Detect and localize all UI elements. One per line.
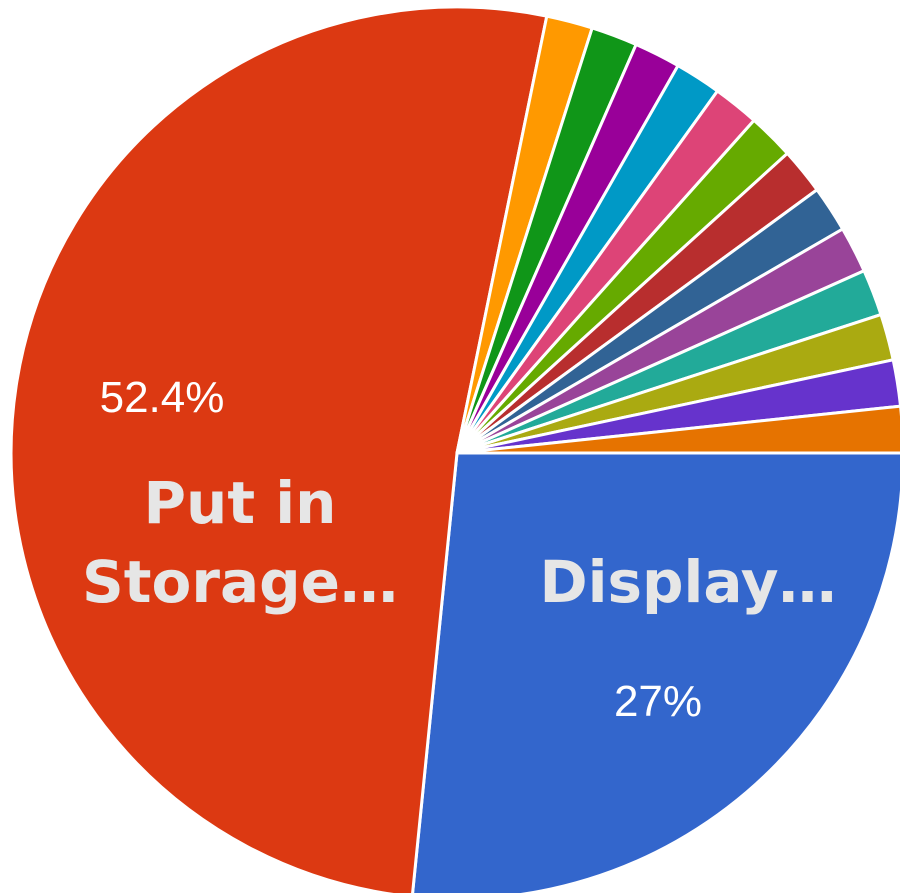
slice-percent-label-display: 27%	[614, 677, 702, 726]
pie-slice-display	[411, 451, 900, 893]
pie-slice-unlabeled-14	[455, 404, 900, 455]
pie-slices	[9, 5, 900, 893]
pie-slice-put-in-storage	[9, 5, 549, 893]
slice-category-label-storage-line1: Put in	[144, 469, 337, 537]
pie-labels: 52.4% Put in Storage… Display… 27%	[82, 373, 837, 726]
slice-category-label-display: Display…	[539, 548, 836, 616]
slice-category-label-storage-line2: Storage…	[82, 548, 398, 616]
pie-slice-unlabeled-13	[455, 358, 900, 455]
slice-percent-label-storage: 52.4%	[100, 373, 225, 422]
